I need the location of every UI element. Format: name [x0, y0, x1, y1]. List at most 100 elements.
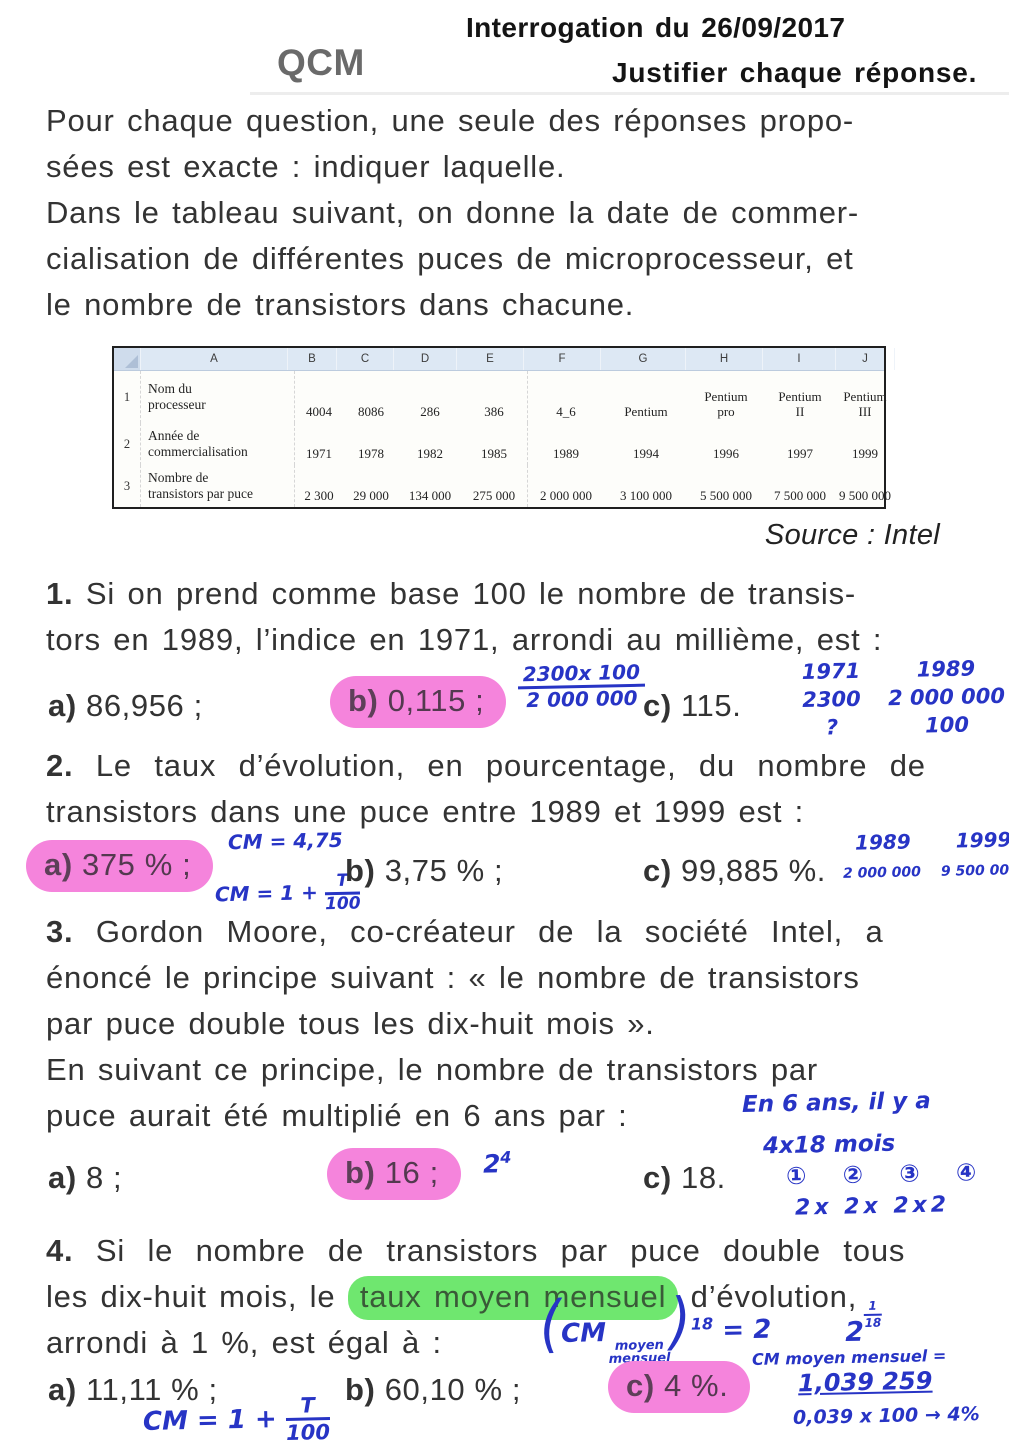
exam-instruction: Justifier chaque réponse. — [612, 57, 978, 88]
q2-handwritten-cm-value: CM = 4,75 — [227, 827, 343, 855]
q3-handwritten-note-1: En 6 ans, il y a — [741, 1088, 931, 1118]
col-letter: E — [457, 348, 524, 370]
col-letter: A — [141, 348, 288, 370]
q2-handwritten-cm-formula: CM = 1 + T 100 — [214, 870, 361, 915]
row-label: Nom du processeur — [141, 371, 295, 423]
table-cell: 2 300 — [304, 488, 334, 503]
table-cell: 1999 — [852, 446, 878, 461]
q1-handwritten-table: 1971 1989 2300 2 000 000 ? 100 — [801, 656, 1006, 740]
q4-handwritten-power: 2 1 18 — [844, 1298, 882, 1348]
q1-answer-b-highlighted: b) 0,115 ; — [330, 676, 507, 728]
table-cell: 1996 — [713, 446, 739, 461]
table-cell: 1985 — [461, 423, 528, 465]
table-cell: 134 000 — [408, 488, 452, 503]
q3-handwritten-products: 2x 2x 2x2 — [794, 1192, 951, 1221]
col-letter: I — [763, 348, 836, 370]
table-cell: 8086 — [358, 404, 384, 419]
corner-triangle-icon — [125, 355, 138, 368]
q3-handwritten-power: 24 — [482, 1147, 512, 1179]
table-cell: 1989 — [553, 446, 579, 461]
q4-number: 4. — [46, 1233, 74, 1268]
green-highlighted-phrase: taux moyen mensuel — [347, 1276, 679, 1320]
row-number: 1 — [114, 371, 141, 423]
table-cell: 5 500 000 — [700, 488, 752, 503]
table-source: Source : Intel — [764, 519, 940, 551]
q3-number: 3. — [46, 914, 74, 949]
q4-answer-c-highlighted: c) 4 %. — [608, 1361, 751, 1413]
q2-line-2: transistors dans une puce entre 1989 et … — [46, 794, 805, 829]
q4-handwritten-calc: 0,039 x 100 → 4% — [792, 1403, 980, 1429]
table-cell: 1971 — [306, 446, 332, 461]
header-divider — [250, 92, 1009, 95]
table-row: 2 Année de commercialisation 1971 1978 1… — [114, 423, 884, 465]
table-cell: 2 000 000 — [540, 488, 592, 503]
col-letter: F — [524, 348, 601, 370]
row-number: 3 — [114, 465, 141, 507]
col-letter: D — [394, 348, 457, 370]
intro-line-5: le nombre de transistors dans chacune. — [46, 287, 635, 322]
q4-handwritten-cm-label: CM moyen mensuel = — [751, 1345, 947, 1370]
table-cell: 275 000 — [461, 465, 528, 507]
col-letter: H — [686, 348, 763, 370]
q3-answer-b-highlighted: b) 16 ; — [327, 1148, 461, 1200]
q3-handwritten-note-2: 4x18 mois — [762, 1130, 896, 1160]
table-cell: 386 — [461, 371, 528, 423]
q4-handwritten-formula: (CM moyen mensuel)18 = 2 — [539, 1284, 772, 1367]
q1-answer-a: a) 86,956 ; — [48, 688, 203, 723]
q1-answer-c: c) 115. — [643, 688, 742, 723]
table-cell: 29 000 — [353, 488, 389, 503]
row-number: 2 — [114, 423, 141, 465]
row-label: Année de commercialisation — [141, 423, 295, 465]
table-cell: Pentium II — [778, 389, 822, 419]
col-letter: C — [337, 348, 394, 370]
table-cell: 1978 — [358, 446, 384, 461]
q2-answer-b: b) 3,75 % ; — [345, 853, 504, 888]
q1-handwritten-fraction: 2300x 100 2 000 000 — [517, 660, 646, 712]
table-cell: 7 500 000 — [774, 488, 826, 503]
q4-line-2: les dix-huit mois, le taux moyen mensuel… — [46, 1276, 857, 1320]
q4-handwritten-cm-bottom: CM = 1 + T 100 — [142, 1393, 331, 1446]
table-corner-cell — [114, 348, 141, 370]
table-cell: Pentium pro — [704, 389, 748, 419]
intro-line-3: Dans le tableau suivant, on donne la dat… — [46, 195, 860, 230]
q3-line-1: 3. Gordon Moore, co-créateur de la socié… — [46, 914, 884, 949]
table-cell: 9 500 000 — [839, 488, 891, 503]
q4-answer-b: b) 60,10 % ; — [345, 1372, 522, 1407]
col-letter: G — [601, 348, 686, 370]
intro-line-4: cialisation de différentes puces de micr… — [46, 241, 854, 276]
table-row: 3 Nombre de transistors par puce 2 300 2… — [114, 465, 891, 507]
table-cell: Pentium — [624, 404, 668, 419]
q3-line-4: En suivant ce principe, le nombre de tra… — [46, 1052, 819, 1087]
q3-answer-a: a) 8 ; — [48, 1160, 123, 1195]
q3-handwritten-circled-steps: ① ② ③ ④ — [785, 1157, 991, 1191]
table-cell: Pentium III — [843, 389, 887, 419]
table-header-row: A B C D E F G H I J — [114, 348, 895, 371]
q4-line-1: 4. Si le nombre de transistors par puce … — [46, 1233, 906, 1268]
row-label: Nombre de transistors par puce — [141, 465, 295, 507]
q3-line-5: puce aurait été multiplié en 6 ans par : — [46, 1098, 628, 1133]
table-cell: 1994 — [633, 446, 659, 461]
intro-line-1: Pour chaque question, une seule des répo… — [46, 103, 855, 138]
table-row: 1 Nom du processeur 4004 8086 286 386 4_… — [114, 371, 887, 423]
table-cell: 1997 — [787, 446, 813, 461]
col-letter: J — [836, 348, 895, 370]
q2-handwritten-values: 2 000 000 9 500 000 — [842, 862, 1009, 882]
table-cell: 4004 — [306, 404, 332, 419]
q4-answer-a: a) 11,11 % ; — [48, 1372, 218, 1407]
intro-line-2: sées est exacte : indiquer laquelle. — [46, 149, 566, 184]
q4-handwritten-cm-value: 1,039 259 — [797, 1366, 933, 1398]
q2-number: 2. — [46, 748, 74, 783]
q1-line-2: tors en 1989, l’indice en 1971, arrondi … — [46, 622, 883, 657]
q1-number: 1. — [46, 576, 74, 611]
col-letter: B — [288, 348, 337, 370]
q3-line-2: énoncé le principe suivant : « le nombre… — [46, 960, 860, 995]
q2-handwritten-years: 1989 1999 — [854, 827, 1009, 855]
table-cell: 286 — [420, 404, 440, 419]
q2-answer-c: c) 99,885 %. — [643, 853, 826, 888]
q2-line-1: 2. Le taux d’évolution, en pourcentage, … — [46, 748, 926, 783]
table-cell: 3 100 000 — [620, 488, 672, 503]
q4-line-3: arrondi à 1 %, est égal à : — [46, 1325, 442, 1360]
q3-line-3: par puce double tous les dix-huit mois »… — [46, 1006, 655, 1041]
table-cell: 4_6 — [556, 404, 576, 419]
